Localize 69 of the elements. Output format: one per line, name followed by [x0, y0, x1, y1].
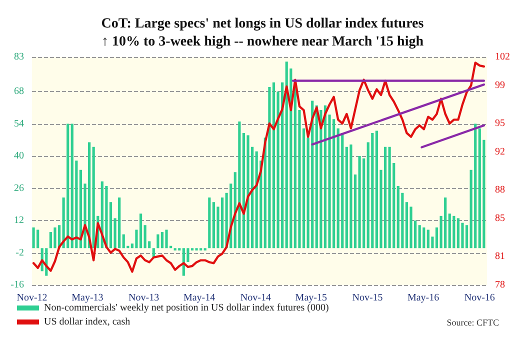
- bar: [139, 214, 142, 248]
- bar: [388, 146, 391, 248]
- y-tick-label: -16: [10, 280, 24, 290]
- bar: [246, 135, 250, 248]
- bar: [358, 156, 361, 248]
- bar: [66, 124, 70, 248]
- x-tick-label: Nov-16: [464, 292, 495, 304]
- bar: [242, 133, 246, 248]
- x-tick-label: Nov-15: [352, 292, 383, 304]
- legend-label: US dollar index, cash: [44, 316, 130, 328]
- x-tick-label: Nov-14: [240, 292, 271, 304]
- y2-tick-label: 92: [495, 146, 505, 158]
- y-tick-label: 83: [14, 52, 24, 62]
- y-tick-label: 40: [14, 150, 24, 162]
- bar: [220, 197, 224, 248]
- x-tick-label: May-13: [72, 292, 104, 304]
- bar: [474, 124, 477, 248]
- bar: [384, 146, 387, 248]
- bar: [422, 227, 426, 248]
- bar: [165, 230, 168, 248]
- line-series: [32, 62, 486, 273]
- bar: [92, 146, 95, 248]
- y2-tick-label: 88: [495, 184, 505, 196]
- bar: [238, 121, 241, 248]
- y2-tick-label: 102: [495, 52, 510, 62]
- bar: [452, 216, 456, 248]
- x-tick-label: Nov-13: [128, 292, 160, 304]
- y-tick-label: -2: [16, 247, 24, 258]
- source-note: Source: CFTC: [446, 318, 500, 328]
- bar: [324, 105, 327, 248]
- bar: [122, 234, 125, 248]
- y2-tick-label: 85: [495, 213, 505, 224]
- bar: [105, 186, 108, 248]
- bar: [208, 197, 211, 248]
- y-tick-label: 26: [14, 182, 24, 194]
- bar: [54, 227, 56, 248]
- y-tick-label: 68: [14, 86, 24, 98]
- bar: [156, 234, 160, 248]
- y2-tick-label: 78: [495, 280, 505, 290]
- chart-subtitle: ↑ 10% to 3-week high -- nowhere near March '15 high: [102, 34, 424, 50]
- y-tick-label: 54: [14, 118, 24, 130]
- bar: [32, 227, 35, 248]
- bar: [79, 170, 82, 248]
- bar: [405, 202, 408, 248]
- bar: [478, 128, 481, 248]
- bar: [272, 82, 276, 248]
- legend-label: Non-commercials' weekly net position in US dollar index futures (000): [44, 302, 329, 314]
- bar: [160, 232, 164, 248]
- chart-title: CoT: Large specs' net longs in US dollar index futures: [101, 16, 424, 32]
- y2-tick-label: 99: [495, 80, 505, 91]
- bar: [255, 151, 258, 248]
- bar: [396, 186, 400, 248]
- x-tick-label: Nov-12: [16, 292, 48, 304]
- bar: [285, 62, 288, 248]
- bar: [268, 86, 271, 248]
- y-tick-label: 12: [14, 215, 24, 226]
- y2-tick-label: 81: [495, 251, 505, 262]
- x-tick-label: May-16: [407, 292, 440, 304]
- bar: [371, 133, 374, 248]
- bar: [350, 144, 352, 248]
- bar: [465, 225, 468, 248]
- y2-tick-label: 95: [495, 118, 505, 129]
- x-tick-label: May-14: [183, 292, 216, 304]
- bar: [70, 124, 74, 248]
- bar: [448, 214, 451, 248]
- x-tick-label: May-15: [295, 292, 327, 304]
- bar: [144, 225, 146, 248]
- bar: [336, 128, 340, 248]
- bar: [418, 225, 421, 248]
